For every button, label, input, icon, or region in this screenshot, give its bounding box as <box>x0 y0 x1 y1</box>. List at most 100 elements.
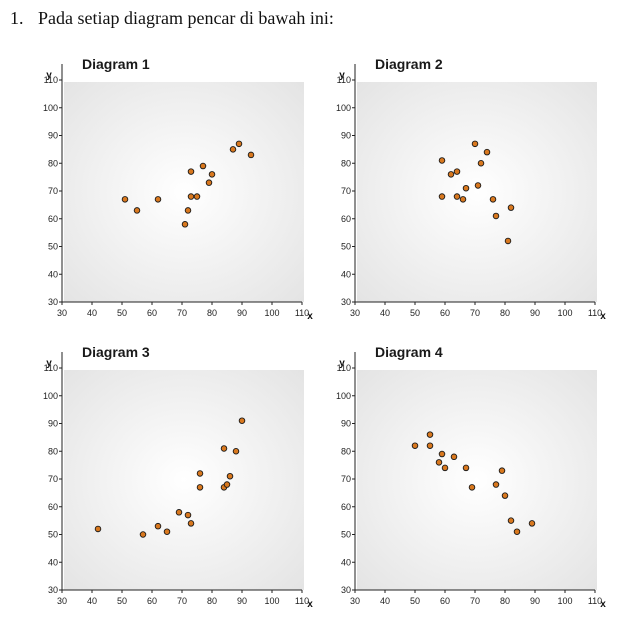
x-tick-label: 80 <box>207 308 217 318</box>
x-tick-label: 70 <box>470 308 480 318</box>
data-point <box>139 531 147 538</box>
data-point <box>501 492 509 499</box>
x-axis-label: x <box>307 599 313 610</box>
y-tick-label: 60 <box>48 502 58 512</box>
y-tick-label: 80 <box>341 446 351 456</box>
data-point <box>121 196 129 203</box>
y-tick-label: 70 <box>341 186 351 196</box>
data-point <box>199 162 207 170</box>
y-tick-label: 100 <box>43 103 58 113</box>
y-tick-label: 110 <box>44 363 58 373</box>
x-tick-label: 110 <box>588 596 602 606</box>
data-point <box>154 522 162 530</box>
y-axis-label: y <box>46 358 52 369</box>
data-point <box>411 442 419 449</box>
y-axis-label: y <box>339 70 345 81</box>
x-tick-label: 30 <box>350 308 360 318</box>
data-point <box>220 445 228 452</box>
data-point <box>94 525 102 533</box>
y-tick-label: 90 <box>341 131 351 141</box>
y-tick-label: 110 <box>337 75 351 85</box>
y-tick-label: 30 <box>48 297 58 307</box>
data-point <box>462 184 470 192</box>
x-tick-label: 100 <box>557 596 572 606</box>
data-point <box>435 459 443 466</box>
data-point <box>426 442 434 449</box>
data-point <box>187 193 195 200</box>
plot-background <box>357 82 597 302</box>
data-point <box>498 467 506 474</box>
data-point <box>208 171 216 178</box>
data-point <box>184 207 192 214</box>
data-point <box>232 447 240 455</box>
y-tick-label: 40 <box>48 269 58 279</box>
x-tick-label: 90 <box>530 308 540 318</box>
data-point <box>513 528 521 535</box>
data-point <box>238 417 246 424</box>
y-tick-label: 90 <box>48 419 58 429</box>
data-point <box>528 520 536 527</box>
data-point <box>196 484 204 491</box>
data-point <box>453 168 461 175</box>
x-tick-label: 90 <box>530 596 540 606</box>
chart-title: Diagram 4 <box>375 344 443 360</box>
x-tick-label: 90 <box>237 308 247 318</box>
y-tick-label: 50 <box>341 242 351 252</box>
y-tick-label: 90 <box>48 131 58 141</box>
y-tick-label: 80 <box>48 158 58 168</box>
data-point <box>154 196 162 203</box>
y-tick-label: 40 <box>341 557 351 567</box>
x-tick-label: 110 <box>295 596 309 606</box>
scatter-chart-4: Diagram 4 y x 30 40 50 60 70 80 90 100 110 30 40 50 60 7… <box>336 344 606 610</box>
y-axis-label: y <box>46 70 52 81</box>
data-point <box>453 193 461 200</box>
x-tick-label: 80 <box>500 596 510 606</box>
y-tick-label: 100 <box>43 391 58 401</box>
x-axis-label: x <box>600 599 606 610</box>
x-tick-label: 50 <box>410 308 420 318</box>
data-point <box>462 464 470 472</box>
x-tick-label: 60 <box>440 308 450 318</box>
x-tick-label: 40 <box>87 308 97 318</box>
data-point <box>450 453 458 461</box>
y-tick-label: 50 <box>48 530 58 540</box>
y-tick-label: 70 <box>48 186 58 196</box>
data-point <box>507 204 515 211</box>
question-number: 1. <box>10 8 24 28</box>
x-axis-label: x <box>600 311 606 322</box>
scatter-chart-3: Diagram 3 y x 30 40 50 60 70 80 90 100 110 30 40 50 60 7… <box>43 344 313 610</box>
data-point <box>426 431 434 438</box>
data-point <box>181 221 189 228</box>
x-tick-label: 50 <box>410 596 420 606</box>
y-tick-label: 90 <box>341 419 351 429</box>
data-point <box>504 237 512 245</box>
y-tick-label: 30 <box>48 585 58 595</box>
chart-title: Diagram 3 <box>82 344 150 360</box>
data-point <box>187 520 195 527</box>
data-point <box>175 509 183 516</box>
x-tick-label: 90 <box>237 596 247 606</box>
data-point <box>492 481 500 488</box>
y-tick-label: 60 <box>48 214 58 224</box>
data-point <box>226 472 234 480</box>
x-tick-label: 30 <box>57 596 67 606</box>
x-tick-label: 30 <box>57 308 67 318</box>
plot-background <box>64 370 304 590</box>
x-tick-label: 50 <box>117 596 127 606</box>
data-point <box>133 207 141 214</box>
x-tick-label: 70 <box>470 596 480 606</box>
data-point <box>471 140 479 148</box>
x-tick-label: 60 <box>147 596 157 606</box>
y-tick-label: 100 <box>336 103 351 113</box>
data-point <box>474 182 482 189</box>
y-tick-label: 100 <box>336 391 351 401</box>
question-text: Pada setiap diagram pencar di bawah ini: <box>38 8 334 28</box>
chart-title: Diagram 2 <box>375 56 443 72</box>
plot-background <box>64 82 304 302</box>
plot-background <box>357 370 597 590</box>
data-point <box>205 179 213 186</box>
question: 1. Pada setiap diagram pencar di bawah in… <box>10 8 334 29</box>
y-tick-label: 30 <box>341 585 351 595</box>
data-point <box>229 146 237 153</box>
data-point <box>438 157 446 164</box>
